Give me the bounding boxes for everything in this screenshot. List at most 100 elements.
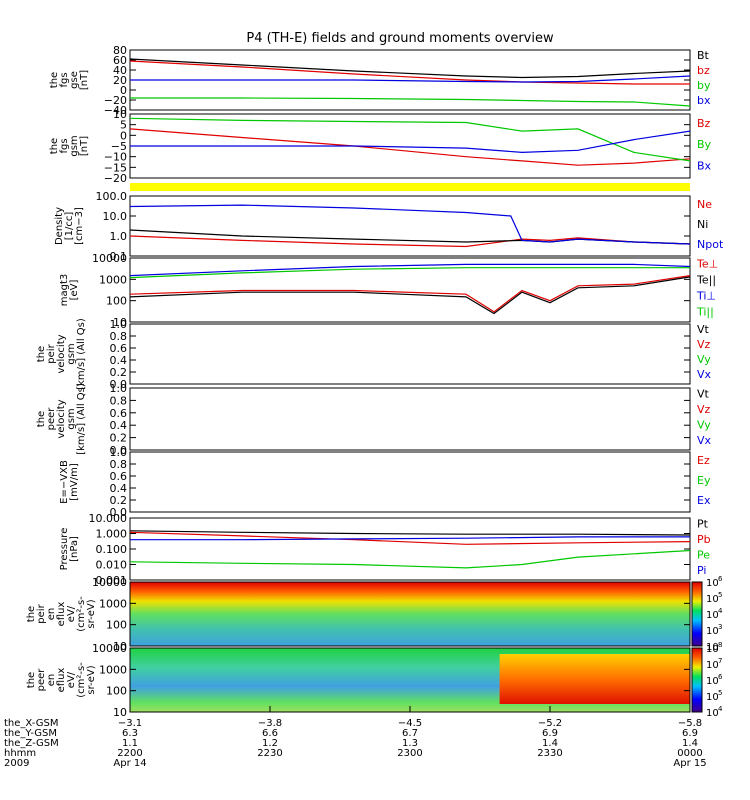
series-temp-Te|| bbox=[129, 276, 691, 315]
legend-Te⊥: Te⊥ bbox=[696, 258, 718, 271]
x-tick-label: 2300 bbox=[397, 748, 422, 759]
y-tick-label: 0.4 bbox=[110, 482, 128, 495]
y-label-line: [km/s] (All Qs) bbox=[76, 383, 87, 455]
y-axis-label: magt3 [eV] bbox=[59, 274, 80, 307]
y-tick-label: −20 bbox=[104, 94, 127, 107]
x-row-label: the_Y-GSM bbox=[4, 728, 57, 739]
series-fgs-gse-bz bbox=[129, 60, 690, 85]
x-tick-label: 6.3 bbox=[122, 728, 138, 739]
x-tick-label: 1.3 bbox=[402, 738, 418, 749]
series-fgs-gsm-By bbox=[129, 117, 691, 162]
series-density-Npot bbox=[129, 204, 691, 245]
y-label-line: the bbox=[26, 672, 37, 688]
legend-Vy: Vy bbox=[697, 353, 711, 366]
legend-Npot: Npot bbox=[697, 238, 724, 251]
y-label-line: eflux bbox=[56, 668, 67, 693]
panel-frame bbox=[129, 451, 691, 513]
y-label-line: magt3 bbox=[59, 274, 70, 307]
colorbar-label: 10 bbox=[706, 692, 719, 703]
colorbar-exponent: 3 bbox=[718, 623, 722, 631]
y-label-line: fgs bbox=[59, 72, 70, 87]
series-pressure-Pb bbox=[129, 531, 691, 545]
x-tick-label: −4.5 bbox=[398, 718, 422, 729]
y-label-line: en bbox=[46, 674, 57, 687]
y-axis-label: the peir en eflux eV/(cm²-s-sr-eV) bbox=[26, 596, 97, 632]
y-label-line: eflux bbox=[56, 602, 67, 627]
y-label-line: Density bbox=[54, 207, 65, 245]
y-label-line: the bbox=[36, 346, 47, 362]
legend-Bx: Bx bbox=[697, 159, 712, 172]
panel-density: 100.0 10.0 1.0 0.1 Density [1/cc] [cm−3] Ne Ni Np… bbox=[54, 190, 724, 263]
panel-frame bbox=[129, 323, 691, 385]
legend-Vz: Vz bbox=[697, 338, 711, 351]
y-tick-label: 80 bbox=[113, 44, 127, 57]
legend-Ne: Ne bbox=[697, 198, 712, 211]
y-tick-label: 0.0 bbox=[110, 444, 128, 457]
y-label-line: E=−VXB bbox=[59, 460, 70, 504]
colorbar-exponent: 6 bbox=[718, 575, 723, 583]
y-tick-label: 100.0 bbox=[96, 190, 128, 203]
y-tick-label: 0 bbox=[120, 84, 127, 97]
x-tick-label: 6.6 bbox=[262, 728, 278, 739]
y-label-line: [cm−3] bbox=[74, 207, 85, 245]
legend-Ti||: Ti|| bbox=[696, 306, 714, 319]
panel-peir-vel: 1.00.80.60.40.20.0 the peir velocity gsm [km/… bbox=[36, 318, 712, 391]
y-tick-label: 10.000 bbox=[89, 512, 128, 525]
y-tick-label: −15 bbox=[104, 161, 127, 174]
colorbar bbox=[691, 581, 703, 647]
y-tick-label: 1000 bbox=[99, 273, 127, 286]
x-tick-label: Apr 15 bbox=[673, 758, 706, 769]
y-tick-label: 10 bbox=[113, 108, 127, 121]
colorbar-label: 10 bbox=[706, 578, 719, 589]
spectrogram-peer-hot-region bbox=[499, 654, 690, 704]
y-axis-label: Pressure [nPa] bbox=[59, 528, 80, 571]
panel-frame bbox=[129, 581, 691, 647]
x-axis-labels: the_X-GSMthe_Y-GSMthe_Z-GSMhhmm2009−3.16… bbox=[4, 706, 707, 769]
y-tick-label: −5 bbox=[111, 140, 127, 153]
y-tick-label: 0.8 bbox=[110, 458, 128, 471]
y-label-line: eV/ bbox=[66, 671, 77, 688]
x-tick-label: −5.8 bbox=[678, 718, 702, 729]
legend-Vx: Vx bbox=[697, 368, 712, 381]
y-label-line: [nT] bbox=[79, 70, 90, 90]
y-tick-label: 0.1 bbox=[110, 250, 128, 263]
panel-temp: 10000 1000 100 10 magt3 [eV] Te⊥ Te|| Ti⊥ Ti|| bbox=[59, 252, 718, 329]
y-tick-label: 1000 bbox=[99, 663, 127, 676]
y-axis-label: Density [1/cc] [cm−3] bbox=[54, 207, 85, 245]
x-tick-label: −5.2 bbox=[538, 718, 562, 729]
y-tick-label: 0.8 bbox=[110, 394, 128, 407]
y-tick-label: 10000 bbox=[92, 576, 127, 589]
legend-By: By bbox=[697, 138, 712, 151]
legend-Vz: Vz bbox=[697, 403, 711, 416]
x-row-label: 2009 bbox=[4, 758, 29, 769]
x-tick-label: 2330 bbox=[537, 748, 562, 759]
series-pressure-Pe bbox=[129, 549, 691, 569]
y-label-line: peir bbox=[36, 603, 47, 623]
y-tick-label: 1.0 bbox=[110, 318, 128, 331]
y-tick-label: −10 bbox=[104, 151, 127, 164]
legend-Pe: Pe bbox=[697, 548, 710, 561]
y-tick-label: 0.2 bbox=[110, 366, 128, 379]
colorbar-label: 10 bbox=[706, 708, 719, 719]
colorbar-exponent: 4 bbox=[718, 607, 723, 615]
y-tick-label: 10 bbox=[113, 706, 127, 719]
figure-title: P4 (TH-E) fields and ground moments over… bbox=[246, 31, 554, 46]
y-tick-label: 0.001 bbox=[96, 574, 128, 587]
y-label-line: [1/cc] bbox=[64, 212, 75, 241]
panel-frame bbox=[129, 387, 691, 451]
colorbar-exponent: 8 bbox=[718, 641, 722, 649]
legend-Ez: Ez bbox=[697, 454, 710, 467]
panel-frame bbox=[129, 195, 691, 257]
y-label-line: peer bbox=[46, 407, 57, 431]
x-tick-label: 1.1 bbox=[122, 738, 138, 749]
colorbar-label: 10 bbox=[706, 610, 719, 621]
y-tick-label: 100 bbox=[106, 685, 127, 698]
series-fgs-gse-bx bbox=[130, 75, 691, 83]
legend-Bz: Bz bbox=[697, 117, 711, 130]
series-fgs-gsm-Bz bbox=[129, 128, 691, 166]
legend-Vt: Vt bbox=[697, 387, 710, 400]
y-label-line: the bbox=[26, 606, 37, 622]
